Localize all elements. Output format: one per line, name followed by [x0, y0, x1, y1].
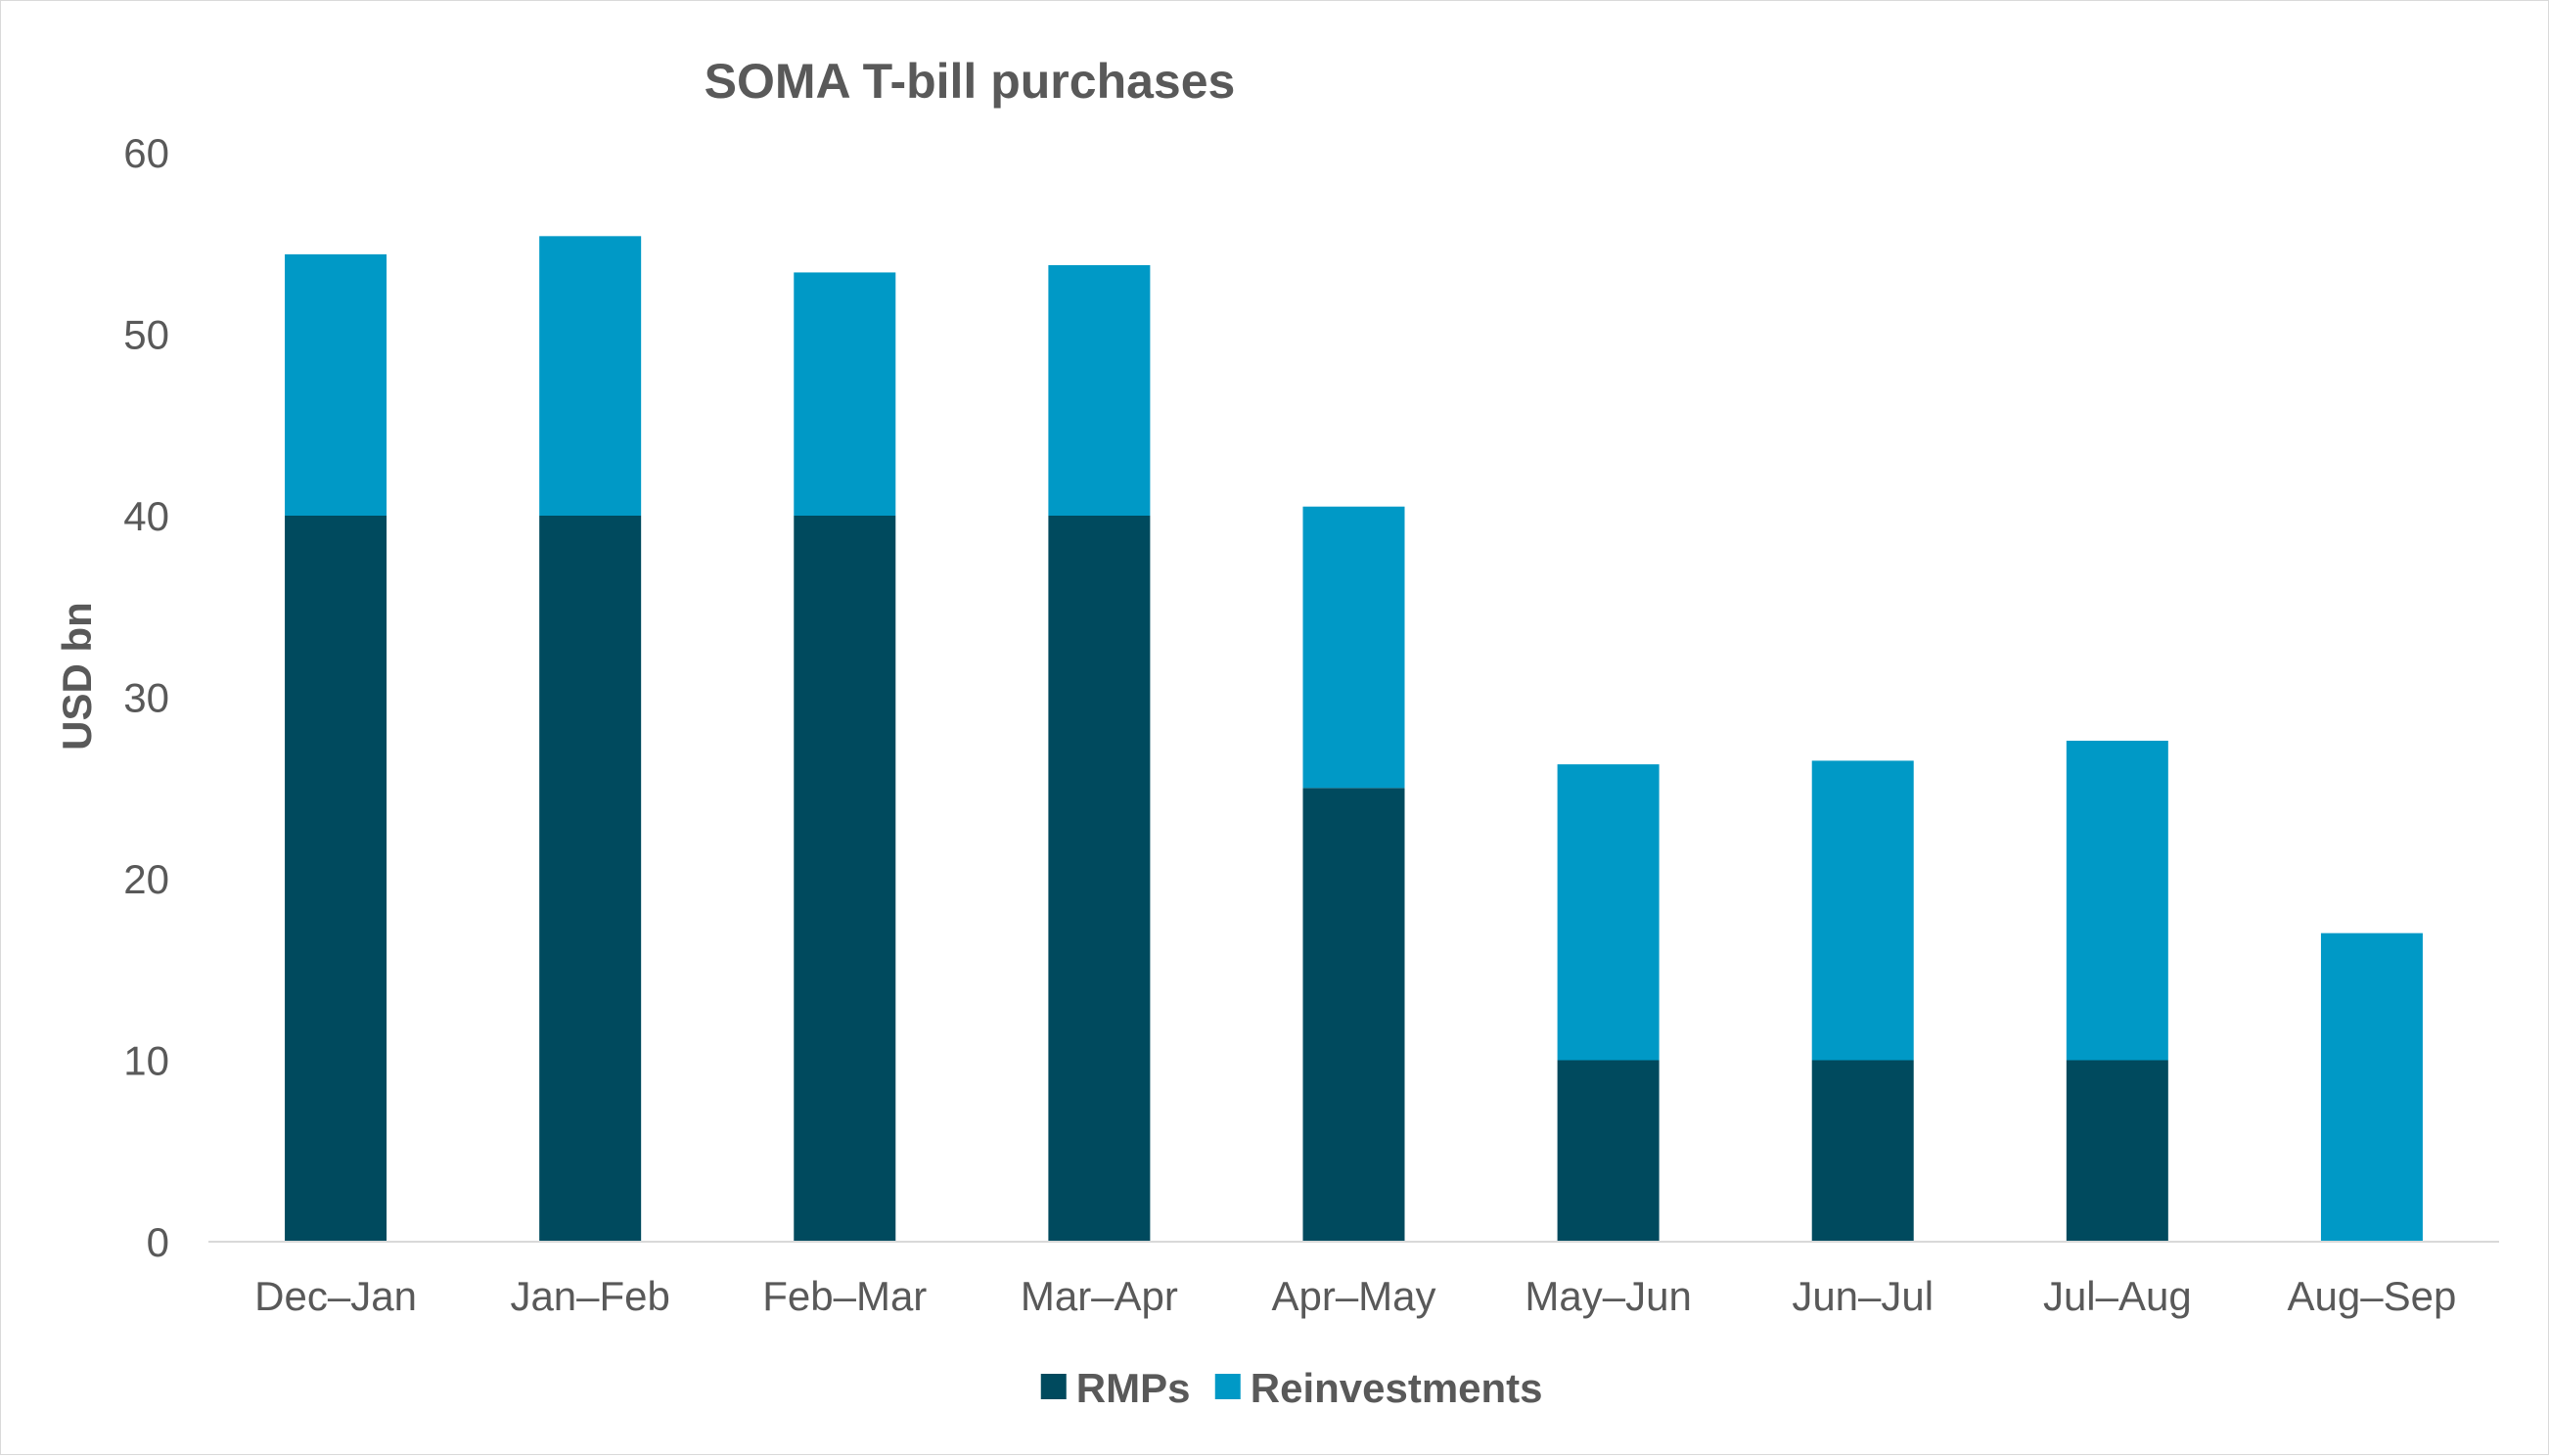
bar-rmps-5 — [1557, 1060, 1660, 1242]
x-tick-label: Feb–Mar — [762, 1273, 927, 1319]
chart-title: SOMA T-bill purchases — [705, 54, 1236, 109]
bar-reinvestments-3 — [1048, 265, 1151, 516]
y-axis-ticks: 0 10 20 30 40 50 60 — [123, 130, 169, 1265]
bar-reinvestments-8 — [2320, 933, 2423, 1242]
bars-group — [285, 236, 2423, 1242]
bar-rmps-6 — [1811, 1060, 1914, 1242]
legend-swatch-rmps — [1040, 1374, 1067, 1399]
y-tick-label: 30 — [123, 675, 169, 721]
bar-reinvestments-5 — [1557, 764, 1660, 1061]
y-tick-label: 10 — [123, 1038, 169, 1084]
y-axis-title: USD bn — [54, 602, 100, 751]
bar-reinvestments-6 — [1811, 760, 1914, 1061]
y-tick-label: 60 — [123, 130, 169, 176]
bar-reinvestments-0 — [285, 253, 387, 516]
x-tick-label: Aug–Sep — [2288, 1273, 2457, 1319]
legend-label-reinvestments: Reinvestments — [1251, 1365, 1543, 1411]
legend: RMPs Reinvestments — [1040, 1365, 1543, 1411]
y-tick-label: 0 — [147, 1219, 169, 1265]
x-tick-label: Mar–Apr — [1021, 1273, 1178, 1319]
bar-reinvestments-1 — [539, 236, 642, 516]
x-tick-label: Apr–May — [1271, 1273, 1435, 1319]
x-tick-label: May–Jun — [1525, 1273, 1691, 1319]
legend-swatch-reinvestments — [1214, 1374, 1241, 1399]
bar-rmps-7 — [2066, 1060, 2168, 1242]
y-tick-label: 20 — [123, 856, 169, 902]
y-tick-label: 50 — [123, 312, 169, 358]
x-axis-ticks: Dec–Jan Jan–Feb Feb–Mar Mar–Apr Apr–May May–J… — [254, 1273, 2456, 1319]
bar-rmps-3 — [1048, 516, 1151, 1242]
x-tick-label: Dec–Jan — [254, 1273, 417, 1319]
x-tick-label: Jan–Feb — [510, 1273, 669, 1319]
bar-rmps-4 — [1302, 788, 1405, 1242]
bar-reinvestments-2 — [794, 272, 896, 516]
bar-reinvestments-4 — [1302, 506, 1405, 789]
bar-rmps-1 — [539, 516, 642, 1242]
legend-label-rmps: RMPs — [1076, 1365, 1191, 1411]
bar-rmps-0 — [285, 516, 387, 1242]
bar-reinvestments-7 — [2066, 741, 2168, 1061]
y-tick-label: 40 — [123, 493, 169, 539]
bar-rmps-2 — [794, 516, 896, 1242]
x-tick-label: Jun–Jul — [1792, 1273, 1934, 1319]
x-tick-label: Jul–Aug — [2043, 1273, 2192, 1319]
